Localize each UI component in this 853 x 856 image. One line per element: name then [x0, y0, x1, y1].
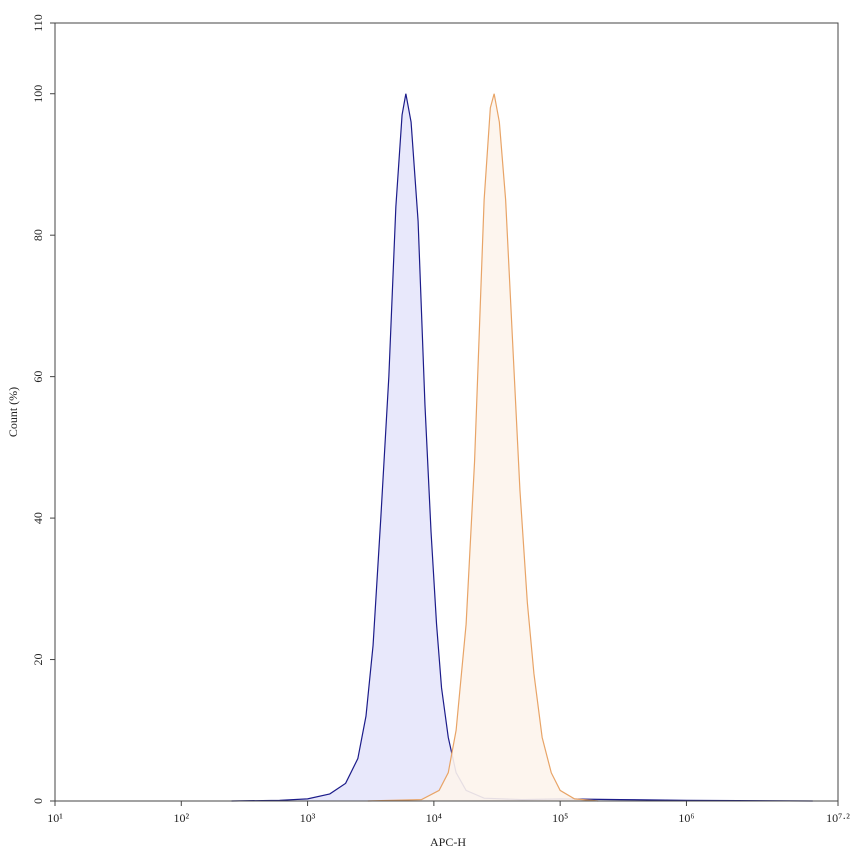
line: [367, 93, 599, 802]
y-tick-label: 60: [31, 371, 45, 383]
y-tick-label: 110: [31, 14, 45, 32]
area-fill: [231, 93, 813, 802]
x-tick-label: 10⁴: [426, 811, 442, 825]
y-tick-label: 100: [31, 85, 45, 103]
x-tick-label: 10¹: [47, 811, 63, 825]
y-tick-label: 40: [31, 512, 45, 524]
plot-frame: [54, 22, 839, 802]
y-tick-label: 0: [31, 798, 45, 804]
x-tick-label: 10²: [173, 811, 189, 825]
area-fill: [367, 93, 599, 802]
x-tick-label: 10⁵: [552, 811, 568, 825]
x-axis-label: APC-H: [430, 835, 466, 849]
x-tick-label: 10³: [300, 811, 316, 825]
x-tick-label: 10⁶: [678, 811, 694, 825]
y-tick-label: 80: [31, 229, 45, 241]
x-tick-label: 10⁷·²: [826, 811, 850, 825]
y-tick-label: 20: [31, 654, 45, 666]
y-axis-label: Count (%): [6, 387, 20, 437]
